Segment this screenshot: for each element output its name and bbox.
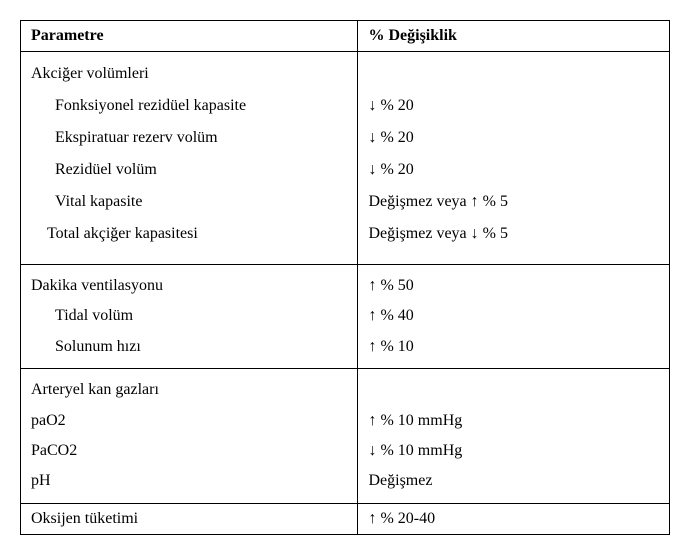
change-value: ↑ % 10 — [368, 332, 659, 362]
param-label: paO2 — [31, 406, 347, 436]
param-label: Rezidüel volüm — [31, 154, 347, 186]
change-value — [368, 58, 659, 90]
cell-right: ↑ % 50 ↑ % 40 ↑ % 10 — [358, 265, 670, 369]
table-row: Akciğer volümleri Fonksiyonel rezidüel k… — [21, 52, 670, 265]
header-change: % Değişiklik — [358, 21, 670, 52]
param-label: Tidal volüm — [31, 301, 347, 331]
cell-left: Akciğer volümleri Fonksiyonel rezidüel k… — [21, 52, 358, 265]
change-value: ↓ % 20 — [368, 90, 659, 122]
cell-right: ↓ % 20 ↓ % 20 ↓ % 20 Değişmez veya ↑ % 5… — [358, 52, 670, 265]
change-value: ↑ % 10 mmHg — [368, 406, 659, 436]
param-label: Fonksiyonel rezidüel kapasite — [31, 90, 347, 122]
cell-left: Dakika ventilasyonu Tidal volüm Solunum … — [21, 265, 358, 369]
table-row: Dakika ventilasyonu Tidal volüm Solunum … — [21, 265, 670, 369]
param-label: Akciğer volümleri — [31, 58, 347, 90]
table-header-row: Parametre % Değişiklik — [21, 21, 670, 52]
param-label: pH — [31, 466, 347, 496]
param-label: Total akçiğer kapasitesi — [31, 218, 347, 250]
param-label: Vital kapasite — [31, 186, 347, 218]
change-value: Değişmez veya ↓ % 5 — [368, 218, 659, 250]
change-value — [368, 375, 659, 405]
change-value: ↓ % 20 — [368, 154, 659, 186]
header-parameter: Parametre — [21, 21, 358, 52]
table-row: Arteryel kan gazları paO2 PaCO2 pH ↑ % 1… — [21, 369, 670, 504]
cell-right: ↑ % 20-40 — [358, 503, 670, 534]
change-value: ↓ % 20 — [368, 122, 659, 154]
change-value: ↑ % 40 — [368, 301, 659, 331]
change-value: ↑ % 50 — [368, 271, 659, 301]
cell-left: Arteryel kan gazları paO2 PaCO2 pH — [21, 369, 358, 504]
param-label: Solunum hızı — [31, 332, 347, 362]
table-row: Oksijen tüketimi ↑ % 20-40 — [21, 503, 670, 534]
change-value: Değişmez veya ↑ % 5 — [368, 186, 659, 218]
param-label: PaCO2 — [31, 436, 347, 466]
param-label: Dakika ventilasyonu — [31, 271, 347, 301]
cell-right: ↑ % 10 mmHg ↓ % 10 mmHg Değişmez — [358, 369, 670, 504]
param-label: Oksijen tüketimi — [31, 510, 347, 528]
change-value: ↓ % 10 mmHg — [368, 436, 659, 466]
parameter-table: Parametre % Değişiklik Akciğer volümleri… — [20, 20, 670, 535]
change-value: ↑ % 20-40 — [368, 510, 659, 528]
change-value: Değişmez — [368, 466, 659, 496]
param-label: Arteryel kan gazları — [31, 375, 347, 405]
param-label: Ekspiratuar rezerv volüm — [31, 122, 347, 154]
cell-left: Oksijen tüketimi — [21, 503, 358, 534]
